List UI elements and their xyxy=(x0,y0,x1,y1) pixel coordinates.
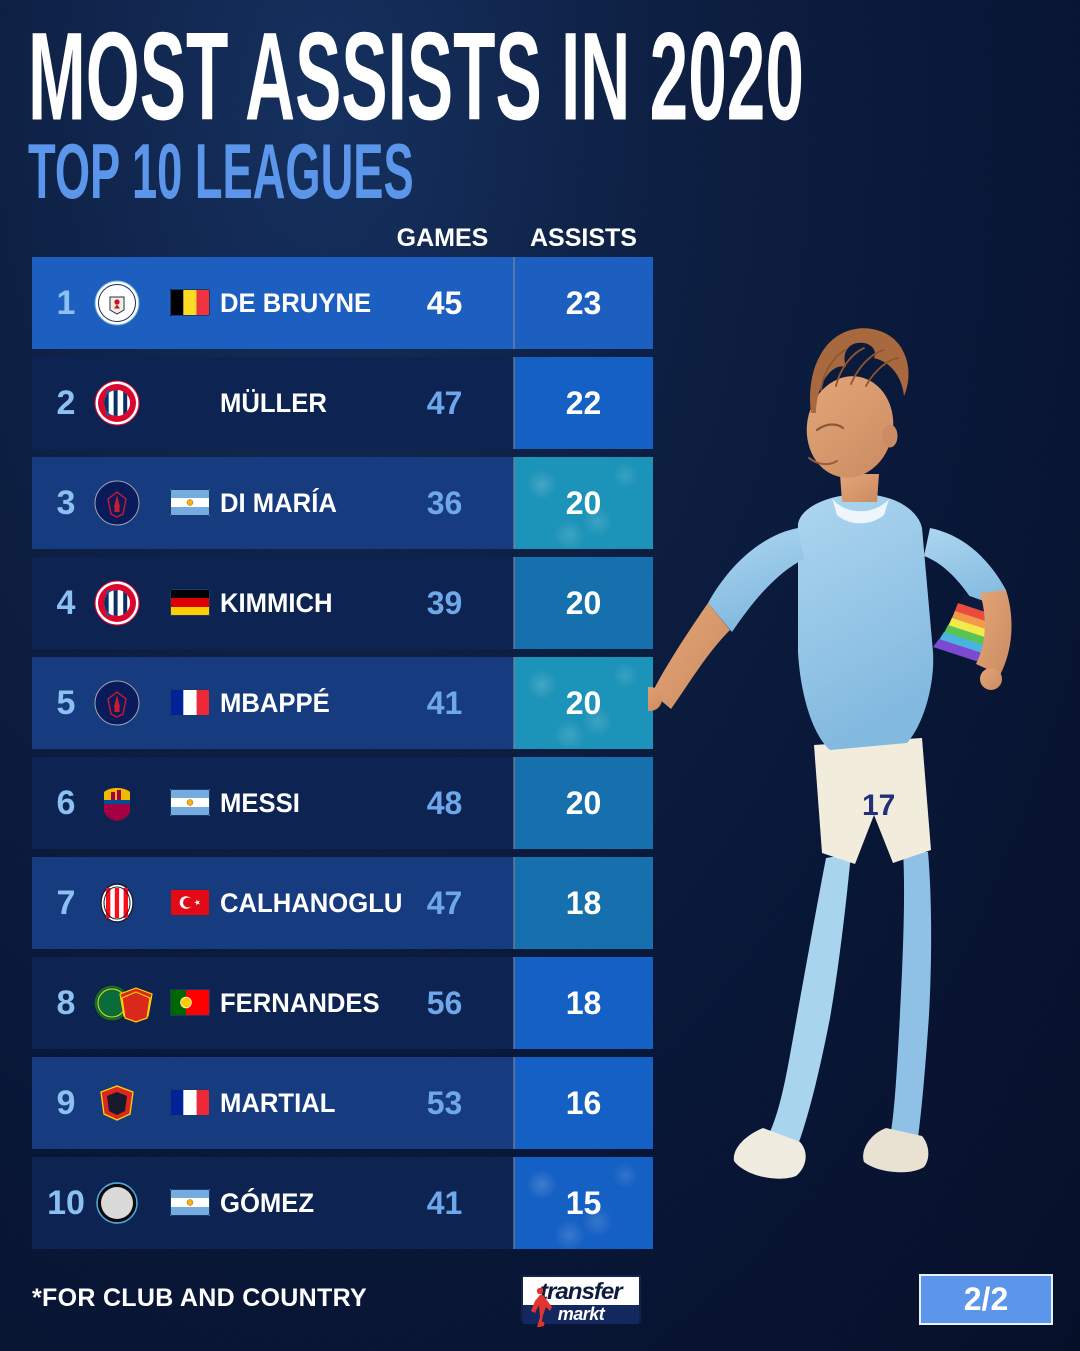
svg-text:17: 17 xyxy=(862,789,895,822)
